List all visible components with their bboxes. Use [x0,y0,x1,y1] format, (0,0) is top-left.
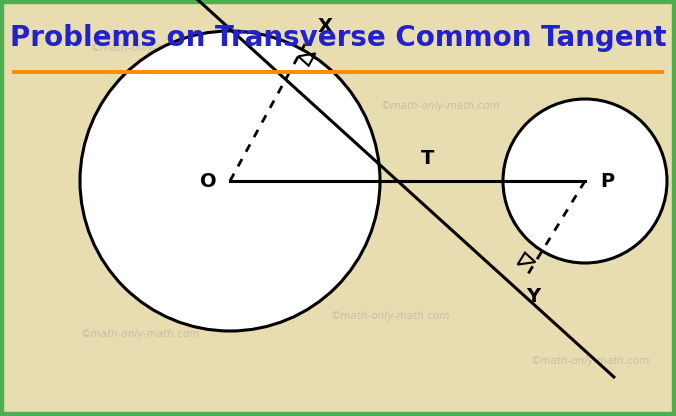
Text: ©math-only-math.com: ©math-only-math.com [250,159,370,169]
Circle shape [80,31,380,331]
Text: ©math-only-math.com: ©math-only-math.com [530,356,650,366]
Text: Problems on Transverse Common Tangent: Problems on Transverse Common Tangent [9,24,667,52]
Text: P: P [600,171,614,191]
Text: Y: Y [526,287,540,305]
Text: ©math-only-math.com: ©math-only-math.com [80,329,199,339]
Text: ©math-only-math.com: ©math-only-math.com [381,101,500,111]
Text: O: O [199,171,216,191]
Text: ©math-only-math.com: ©math-only-math.com [91,43,210,53]
Text: X: X [318,17,333,35]
Text: ©math-only-math.com: ©math-only-math.com [331,311,450,321]
Text: T: T [421,149,435,168]
Circle shape [503,99,667,263]
